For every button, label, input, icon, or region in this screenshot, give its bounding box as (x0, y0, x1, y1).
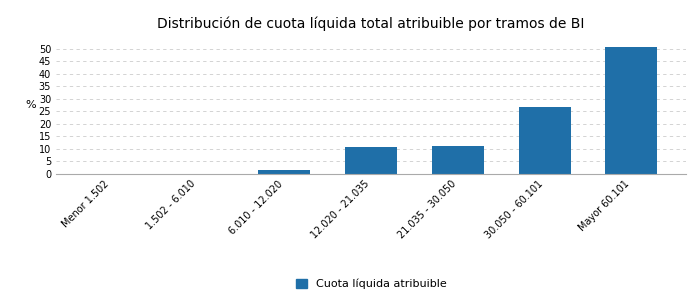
Y-axis label: %: % (25, 100, 36, 110)
Legend: Cuota líquida atribuible: Cuota líquida atribuible (295, 279, 447, 290)
Bar (606, 47, 657, 174)
Bar (432, 146, 484, 174)
Title: Distribución de cuota líquida total atribuible por tramos de BI: Distribución de cuota líquida total atri… (158, 16, 584, 31)
Bar (519, 107, 570, 174)
Bar (258, 170, 310, 174)
Bar (345, 147, 397, 174)
